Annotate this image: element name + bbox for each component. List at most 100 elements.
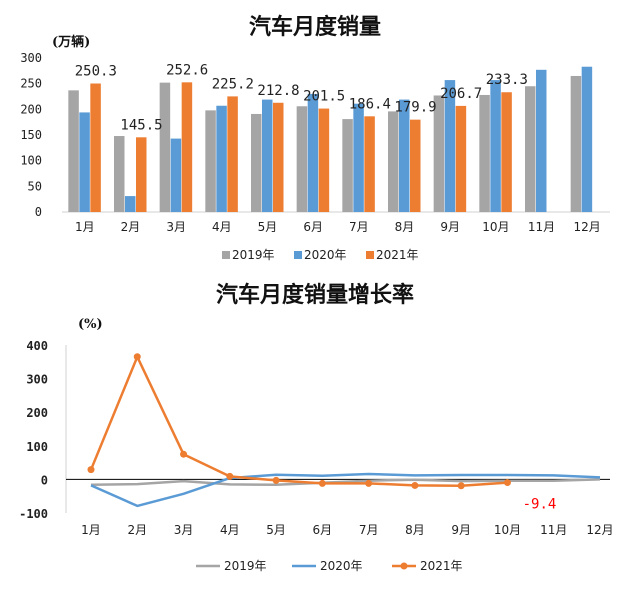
- line-point-2021年: [133, 353, 141, 361]
- legend-label: 2021年: [376, 248, 419, 262]
- bar-y-tick-label: 0: [35, 205, 42, 219]
- bar-x-category-label: 12月: [574, 220, 601, 234]
- line-x-category-label: 1月: [81, 523, 101, 537]
- line-point-2021年: [365, 479, 373, 487]
- bar-2020年-4月: [216, 105, 227, 212]
- bar-y-tick-label: 150: [20, 128, 42, 142]
- line-y-tick-label: -100: [19, 507, 48, 521]
- bar-2020年-11月: [536, 69, 547, 212]
- bar-data-label: 186.4: [349, 96, 391, 112]
- legend-swatch-2021年: [366, 251, 374, 259]
- legend-label: 2020年: [320, 559, 363, 573]
- line-point-2021年: [318, 479, 326, 487]
- line-point-2021年: [87, 466, 95, 474]
- bar-2019年-6月: [296, 106, 308, 212]
- bar-x-category-label: 4月: [212, 220, 232, 234]
- bar-data-label: 233.3: [486, 72, 528, 88]
- bar-2021年-3月: [181, 82, 193, 212]
- line-point-2021年: [411, 481, 419, 489]
- bar-x-category-label: 7月: [349, 220, 369, 234]
- bar-data-label: 179.9: [394, 100, 436, 116]
- bar-2020年-3月: [170, 138, 182, 212]
- bar-2020年-2月: [125, 196, 136, 212]
- bar-x-category-label: 8月: [395, 220, 415, 234]
- bar-2019年-11月: [525, 86, 536, 212]
- bar-data-label: 201.5: [303, 89, 345, 105]
- line-x-category-label: 6月: [313, 523, 333, 537]
- line-x-category-label: 9月: [451, 523, 471, 537]
- bar-2019年-7月: [342, 119, 353, 212]
- bar-2020年-6月: [307, 93, 319, 212]
- line-x-category-label: 11月: [540, 523, 567, 537]
- bar-2019年-10月: [479, 94, 490, 212]
- legend-label: 2021年: [420, 559, 463, 573]
- bar-y-tick-label: 50: [28, 179, 42, 193]
- line-x-category-label: 7月: [359, 523, 379, 537]
- bar-2021年-10月: [501, 92, 512, 212]
- line-x-category-label: 2月: [127, 523, 147, 537]
- line-y-tick-label: 0: [41, 473, 48, 487]
- line-series-2021年: [89, 355, 508, 488]
- bar-chart-unit-label: (万辆): [52, 34, 90, 50]
- line-x-category-label: 12月: [586, 523, 613, 537]
- bar-y-tick-label: 300: [20, 51, 42, 65]
- bar-data-label: 206.7: [440, 86, 482, 102]
- line-chart-title: 汽车月度销量增长率: [216, 282, 414, 308]
- legend-label: 2019年: [224, 559, 267, 573]
- bar-2020年-12月: [581, 66, 593, 212]
- bar-2021年-7月: [364, 116, 375, 212]
- line-annotation-label: -9.4: [523, 497, 557, 513]
- bar-2019年-8月: [388, 111, 399, 212]
- bar-2021年-1月: [90, 83, 101, 212]
- line-series-2020年: [90, 472, 601, 508]
- bar-2019年-1月: [68, 90, 79, 212]
- legend-swatch-2019年: [222, 251, 230, 259]
- bar-chart-title: 汽车月度销量: [249, 14, 381, 40]
- legend-swatch-2020年: [294, 251, 302, 259]
- bar-2020年-5月: [262, 99, 273, 212]
- bar-data-label: 252.6: [166, 62, 208, 78]
- line-chart-unit-label: (%): [78, 317, 103, 332]
- bar-x-category-label: 5月: [258, 220, 278, 234]
- bar-x-category-label: 11月: [528, 220, 555, 234]
- line-x-category-label: 3月: [174, 523, 194, 537]
- line-point-2021年: [272, 476, 280, 484]
- bar-2020年-1月: [79, 112, 90, 212]
- line-y-tick-label: 200: [26, 406, 48, 420]
- line-series-2019年: [90, 478, 601, 487]
- bar-x-category-label: 2月: [121, 220, 141, 234]
- bar-chart-legend: 2019年 2020年 2021年: [222, 248, 419, 262]
- bar-data-label: 225.2: [212, 76, 254, 92]
- bar-y-tick-label: 200: [20, 102, 42, 116]
- bar-x-category-label: 6月: [303, 220, 323, 234]
- legend-label: 2019年: [232, 248, 275, 262]
- bar-2019年-4月: [205, 110, 216, 212]
- bar-x-category-label: 10月: [482, 220, 509, 234]
- bar-2019年-9月: [433, 95, 445, 212]
- line-point-2021年: [503, 479, 511, 487]
- line-chart-plot: 400 300 200 100 0 -100 -9.4 1月 2月 3月 4月 5月 6月 7月 8月 9月 1…: [19, 339, 614, 537]
- bar-y-tick-label: 250: [20, 77, 42, 91]
- bar-2020年-10月: [490, 80, 501, 212]
- bar-2019年-3月: [159, 82, 171, 212]
- line-y-tick-label: 400: [26, 339, 48, 353]
- bar-y-tick-label: 100: [20, 154, 42, 168]
- bar-2019年-5月: [251, 113, 262, 212]
- bar-x-category-label: 1月: [75, 220, 95, 234]
- legend-label: 2020年: [304, 248, 347, 262]
- line-x-category-label: 8月: [405, 523, 425, 537]
- bar-2019年-2月: [114, 136, 125, 212]
- line-chart-legend: 2019年 2020年 2021年: [196, 559, 463, 573]
- bar-2021年-5月: [273, 102, 284, 212]
- bar-2021年-6月: [318, 108, 330, 212]
- bar-2020年-9月: [444, 80, 456, 212]
- line-x-category-label: 5月: [266, 523, 286, 537]
- line-y-tick-label: 100: [26, 440, 48, 454]
- bar-2021年-9月: [455, 105, 467, 212]
- bar-2020年-7月: [353, 103, 364, 212]
- bar-data-label: 250.3: [75, 64, 117, 80]
- bar-x-category-label: 9月: [440, 220, 460, 234]
- line-point-2021年: [180, 450, 188, 458]
